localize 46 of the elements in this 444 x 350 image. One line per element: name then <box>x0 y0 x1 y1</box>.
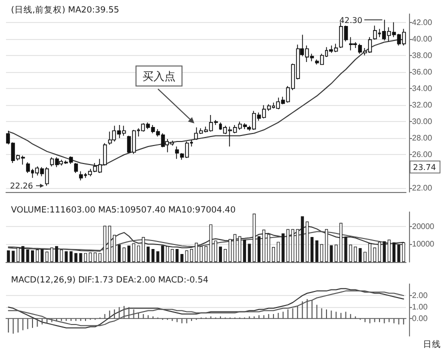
candlestick <box>175 146 179 160</box>
bar <box>151 248 154 262</box>
text: 日线 <box>423 339 441 350</box>
annotation: 42.30 <box>339 16 362 25</box>
y-tick-label: 28.00 <box>412 134 433 143</box>
bar <box>137 246 140 262</box>
line-series <box>8 39 404 166</box>
line-series <box>8 231 404 251</box>
text: 23.74 <box>413 163 436 172</box>
y-tick-label: 0.00 <box>412 314 428 324</box>
bar <box>378 242 381 262</box>
y-tick-label: 20000 <box>412 222 435 231</box>
y-tick-label: 40.00 <box>412 34 433 44</box>
bar <box>258 236 261 262</box>
bar <box>98 253 102 262</box>
annotation: 买入点 <box>142 70 176 83</box>
y-tick-label: 26.00 <box>412 150 433 160</box>
bar <box>204 246 208 262</box>
candlestick <box>74 162 78 174</box>
bar <box>218 246 222 262</box>
candlestick <box>373 25 377 40</box>
chart-title: VOLUME:111603.00 MA5:109507.40 MA10:97004.40 <box>11 206 236 216</box>
chart-title: MACD(12,26,9) DIF:1.73 DEA:2.00 MACD:-0.54 <box>11 276 208 286</box>
bar <box>190 248 194 262</box>
bar <box>364 252 367 262</box>
candlestick <box>349 36 353 51</box>
y-tick-label: 34.00 <box>412 84 433 94</box>
bar <box>45 252 48 262</box>
bar <box>84 253 88 262</box>
candlestick <box>79 170 83 181</box>
y-tick-label: 32.00 <box>412 100 433 110</box>
y-tick-label: 38.00 <box>412 50 433 60</box>
y-tick-label: 30.00 <box>412 117 433 126</box>
y-tick-label: 22.00 <box>412 183 433 192</box>
line-series <box>8 226 404 252</box>
bar <box>324 229 328 262</box>
annotation: 22.26 <box>10 182 33 191</box>
y-tick-label: 10000 <box>412 240 435 249</box>
y-tick-label: 2.00 <box>412 291 428 300</box>
bar <box>310 237 314 262</box>
y-tick-label: 36.00 <box>412 67 433 76</box>
y-tick-label: 1.00 <box>412 302 428 312</box>
bar <box>31 250 34 262</box>
y-tick-label: 42.00 <box>412 18 433 27</box>
bar <box>272 247 275 262</box>
chart-title: (日线,前复权) MA20:39.55 <box>11 4 120 16</box>
